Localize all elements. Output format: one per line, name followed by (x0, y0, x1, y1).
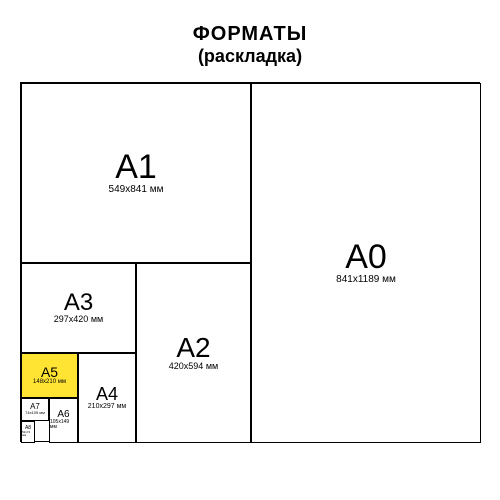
format-a1: A1 549х841 мм (21, 83, 251, 263)
format-a3-dims: 297х420 мм (54, 315, 103, 325)
format-a1-label: A1 (115, 150, 157, 184)
format-a2: A2 420х594 мм (136, 263, 251, 443)
format-a5-dims: 148х210 мм (33, 379, 66, 386)
format-a1-dims: 549х841 мм (109, 184, 164, 195)
formats-stage: A0 841х1189 мм A1 549х841 мм A2 420х594 … (20, 82, 480, 442)
format-a2-label: A2 (176, 334, 210, 362)
page-title: ФОРМАТЫ (0, 0, 500, 46)
page-subtitle: (раскладка) (0, 46, 500, 68)
format-a6: A6 105х149 мм (49, 398, 78, 443)
format-a0-label: A0 (345, 240, 387, 274)
format-a2-dims: 420х594 мм (169, 362, 218, 372)
format-a0-dims: 841х1189 мм (336, 274, 396, 285)
format-a4-dims: 210х297 мм (88, 403, 126, 411)
format-a5: A5 148х210 мм (21, 353, 78, 398)
format-a3: A3 297х420 мм (21, 263, 136, 353)
format-a8: A8 52х74 мм (21, 421, 35, 443)
format-a6-dims: 105х149 мм (50, 420, 77, 431)
format-a7: A7 74х105 мм (21, 398, 49, 421)
format-a3-label: A3 (64, 291, 93, 315)
format-a4: A4 210х297 мм (78, 353, 136, 443)
format-a7-dims: 74х105 мм (25, 411, 45, 415)
format-a4-label: A4 (96, 385, 118, 403)
format-a0: A0 841х1189 мм (251, 83, 481, 443)
format-a5-label: A5 (41, 365, 58, 379)
format-a8-dims: 52х74 мм (22, 431, 34, 438)
